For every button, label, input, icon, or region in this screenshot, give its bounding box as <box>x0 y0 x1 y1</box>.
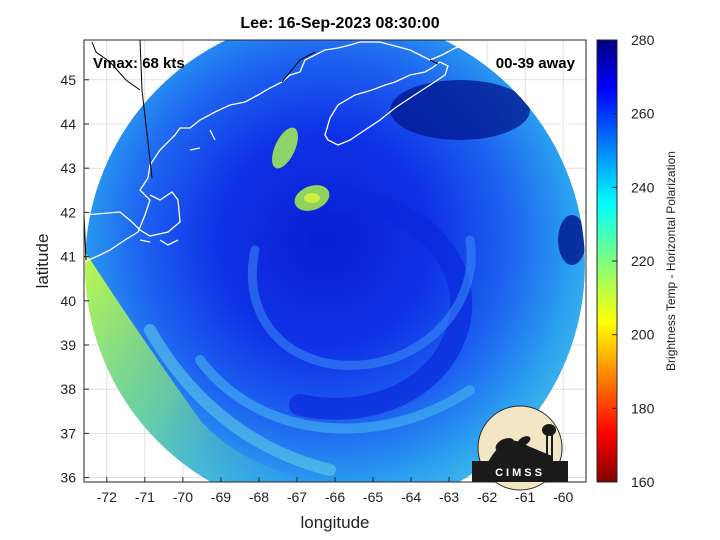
y-axis-label: latitude <box>33 234 52 289</box>
y-tick-label: 38 <box>60 381 76 397</box>
chart-title: Lee: 16-Sep-2023 08:30:00 <box>240 15 439 32</box>
x-tick-label: -62 <box>477 489 497 505</box>
x-tick-label: -70 <box>173 489 193 505</box>
x-tick-label: -65 <box>363 489 383 505</box>
cold-region-ne <box>390 80 530 140</box>
plot-area: -72 -71 -70 -69 -68 -67 -66 -65 -64 -63 -62 -61 -60 … <box>60 39 587 505</box>
distance-annotation: 00-39 away <box>496 55 576 72</box>
x-tick-label: -64 <box>401 489 421 505</box>
x-tick-label: -66 <box>325 489 345 505</box>
x-axis-ticks: -72 -71 -70 -69 -68 -67 -66 -65 -64 -63 -62 -61 -60 <box>97 477 574 505</box>
x-tick-label: -60 <box>553 489 573 505</box>
x-tick-label: -69 <box>211 489 231 505</box>
colorbar-tick-label: 280 <box>631 32 655 48</box>
colorbar: 280 260 240 220 200 180 160 Brightness Temp - … <box>596 32 678 490</box>
x-tick-label: -72 <box>97 489 117 505</box>
colorbar-tick-label: 220 <box>631 253 655 269</box>
y-tick-label: 40 <box>60 293 76 309</box>
y-tick-label: 44 <box>60 116 76 132</box>
colorbar-tick-label: 260 <box>631 106 655 122</box>
coastlines <box>84 41 576 263</box>
x-axis-label: longitude <box>300 513 369 532</box>
y-tick-label: 45 <box>60 72 76 88</box>
vmax-annotation: Vmax: 68 kts <box>93 55 185 72</box>
x-tick-label: -71 <box>135 489 155 505</box>
political-borders <box>84 40 439 261</box>
logo-banner <box>472 461 568 482</box>
convection-blob-north <box>272 127 298 169</box>
satellite-dish-icon <box>495 438 515 452</box>
y-tick-label: 36 <box>60 470 76 486</box>
sw-low-temp-region <box>85 250 330 482</box>
y-axis-ticks: 36 37 38 39 40 41 42 43 44 45 <box>60 72 89 486</box>
y-tick-label: 39 <box>60 337 76 353</box>
colorbar-tick-label: 180 <box>631 400 655 416</box>
x-tick-label: -61 <box>515 489 535 505</box>
colorbar-tick-label: 240 <box>631 179 655 195</box>
x-tick-label: -63 <box>439 489 459 505</box>
x-tick-label: -67 <box>287 489 307 505</box>
water-tower-icon <box>542 424 556 436</box>
swath-layer <box>85 40 585 482</box>
colorbar-tick-label: 160 <box>631 474 655 490</box>
colorbar-ticks: 280 260 240 220 200 180 160 <box>612 32 655 490</box>
colorbar-tick-label: 200 <box>631 327 655 343</box>
y-tick-label: 42 <box>60 204 76 220</box>
spiral-bands <box>144 189 476 476</box>
colorbar-label: Brightness Temp - Horizontal Polarizatio… <box>664 151 678 371</box>
y-tick-label: 41 <box>60 249 76 265</box>
x-tick-label: -68 <box>249 489 269 505</box>
cimss-logo: CIMSS <box>472 405 568 491</box>
logo-text: CIMSS <box>495 467 545 479</box>
y-tick-label: 43 <box>60 160 76 176</box>
y-tick-label: 37 <box>60 425 76 441</box>
